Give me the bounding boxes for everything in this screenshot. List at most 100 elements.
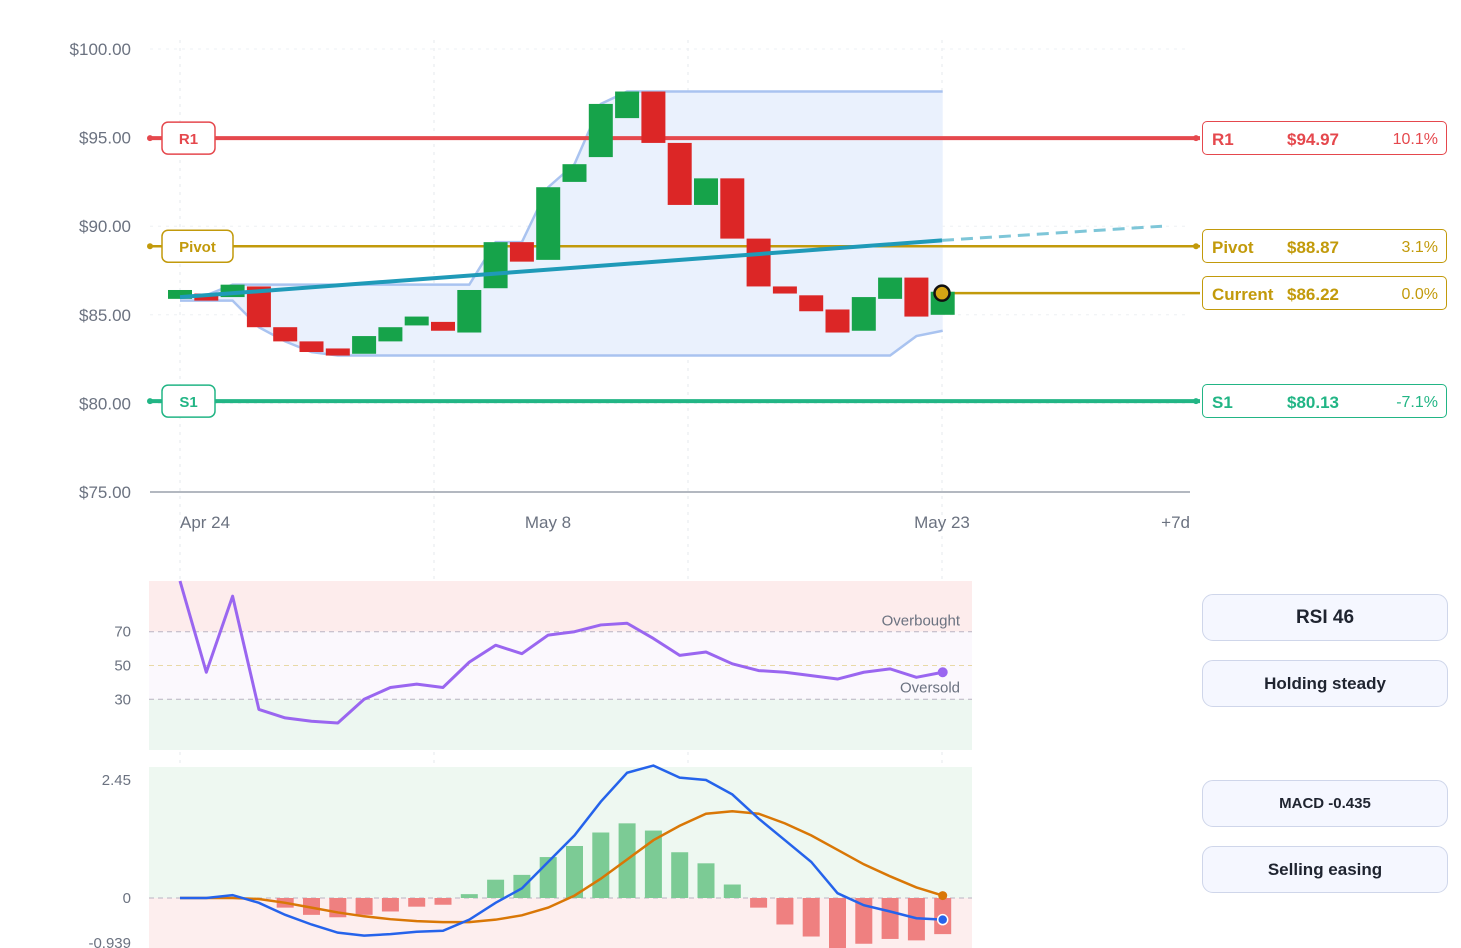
macd-histogram-bar [829,898,846,948]
level-name: Current [1212,285,1274,304]
level-badge-label: R1 [179,131,198,148]
x-tick-label: +7d [1161,513,1190,532]
rsi-status-card: Holding steady [1202,660,1448,707]
rsi-status: Holding steady [1264,673,1386,693]
macd-histogram-bar [671,852,689,898]
macd-histogram-bar [487,879,505,898]
level-percent: -7.1% [1396,394,1438,411]
candle [720,178,745,239]
y-tick-label: $85.00 [79,306,131,325]
level-price: $88.87 [1287,238,1339,257]
level-box-s1: S1 $80.13 -7.1% [1202,384,1447,418]
candle [694,178,718,205]
rsi-line [178,580,943,725]
candle [509,242,534,262]
level-endcap [147,243,153,250]
x-tick-label: Apr 24 [180,513,230,532]
candle [273,327,298,342]
oversold-label: Oversold [900,679,960,696]
rsi-last-point [937,667,948,678]
macd-value-card: MACD -0.435 [1202,780,1448,827]
macd-tick-label: -0.939 [88,935,131,948]
level-price: $80.13 [1287,393,1339,412]
candle [904,277,929,317]
level-endcap [147,398,153,405]
candle [878,277,903,299]
macd-histogram-bar [408,898,426,907]
channel-upper-line [180,90,943,297]
macd-histogram-bar [381,898,399,912]
candle [825,309,850,333]
level-endcap [147,135,153,142]
overbought-label: Overbought [882,613,961,630]
price-panel: $100.00 $95.00 $90.00 $85.00 $80.00 $75.00 Apr… [70,40,1200,532]
level-price: $86.22 [1287,285,1339,304]
y-tick-label: $100.00 [70,40,131,59]
candle [457,289,482,333]
level-percent: 0.0% [1401,286,1438,303]
level-name: R1 [1212,130,1234,149]
candle [168,289,192,299]
candle [378,327,403,342]
candle [799,295,824,312]
candle [536,187,561,260]
macd-histogram-bar [855,898,873,944]
level-percent: 10.1% [1392,131,1438,148]
macd-title: MACD -0.435 [1279,795,1371,812]
level-box-pivot: Pivot $88.87 3.1% [1202,229,1447,263]
current-price-marker [933,284,951,302]
macd-histogram-bar [723,884,741,898]
channel-fill [180,91,943,356]
level-box-current: Current $86.22 0.0% [1202,276,1447,310]
macd-histogram-bar [697,863,715,898]
candle [851,297,876,331]
rsi-tick-label: 50 [114,658,131,675]
macd-histogram-bar [355,898,373,915]
level-badge-label: Pivot [179,239,216,256]
candle [483,242,508,289]
candle [352,336,377,354]
x-tick-label: May 23 [914,513,970,532]
macd-status-card: Selling easing [1202,846,1448,893]
y-tick-label: $75.00 [79,483,131,502]
level-badge-s1 [161,384,216,418]
candle [772,286,797,294]
macd-histogram-bar [460,894,478,898]
macd-histogram-bar [592,832,610,898]
y-tick-label: $80.00 [79,394,131,413]
macd-histogram-bar [513,874,531,898]
level-name: Pivot [1212,238,1254,257]
candle [615,91,640,119]
candle [667,142,692,205]
y-tick-label: $90.00 [79,217,131,236]
level-badge-label: S1 [179,394,197,411]
rsi-value-card: RSI 46 [1202,594,1448,641]
x-tick-label: May 8 [525,513,571,532]
candle [299,341,324,353]
rsi-panel: 70 50 30 Overbought Oversold [114,580,972,750]
candle [641,91,666,143]
rsi-overbought-zone [149,581,972,632]
candle [325,348,350,356]
candle [431,321,455,331]
rsi-tick-label: 70 [114,624,131,641]
macd-histogram-bar [776,898,794,925]
trend-line [179,238,943,300]
y-tick-label: $95.00 [79,129,131,148]
macd-negative-zone [149,898,972,948]
macd-panel: 2.45 0 -0.939 [88,764,972,948]
candle [588,103,613,158]
macd-histogram-bar [434,898,452,905]
rsi-tick-label: 30 [114,691,131,708]
macd-positive-zone [149,767,972,898]
level-endcap [1193,243,1199,250]
macd-tick-label: 0 [123,890,131,907]
level-price: $94.97 [1287,130,1339,149]
macd-last-point [936,913,949,926]
rsi-neutral-zone [149,631,972,700]
rsi-oversold-zone [149,699,972,750]
macd-histogram-bar [750,898,768,908]
rsi-title: RSI 46 [1295,606,1355,628]
macd-signal-last-point [938,891,948,901]
